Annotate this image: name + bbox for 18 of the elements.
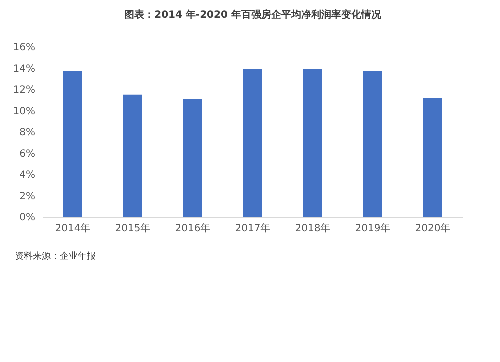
x-tick-label: 2020年	[415, 222, 451, 234]
x-tick-label: 2019年	[355, 222, 391, 234]
x-tick-label: 2017年	[235, 222, 271, 234]
x-tick-label: 2018年	[295, 222, 331, 234]
y-tick-label: 4%	[20, 170, 36, 181]
x-tick-label: 2016年	[175, 222, 211, 234]
text: 资料来源：企业年报	[15, 251, 96, 262]
y-tick-label: 8%	[20, 128, 36, 138]
x-tick-label: 2014年	[55, 222, 91, 234]
y-tick-label: 2%	[20, 191, 36, 202]
y-tick-label: 10%	[13, 106, 36, 118]
x-tick-label: 2015年	[115, 222, 151, 234]
y-tick-label: 16%	[13, 42, 36, 54]
y-tick-label: 0%	[20, 212, 36, 224]
chart-title: 图表：2014 年-2020 年百强房企平均净利润率变化情况	[124, 9, 382, 21]
y-tick-label: 6%	[20, 148, 36, 160]
y-tick-label: 12%	[13, 85, 36, 96]
y-tick-label: 14%	[13, 64, 36, 75]
